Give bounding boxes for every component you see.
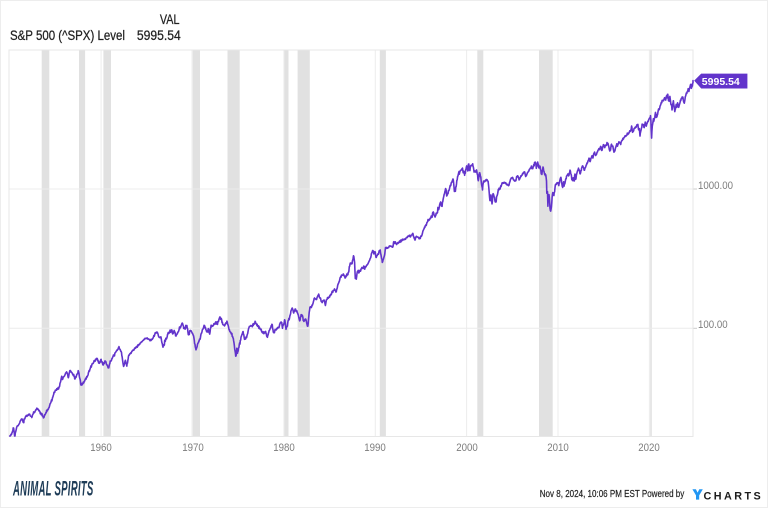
svg-text:5995.54: 5995.54 — [702, 76, 740, 88]
svg-text:CHARTS: CHARTS — [704, 490, 764, 501]
